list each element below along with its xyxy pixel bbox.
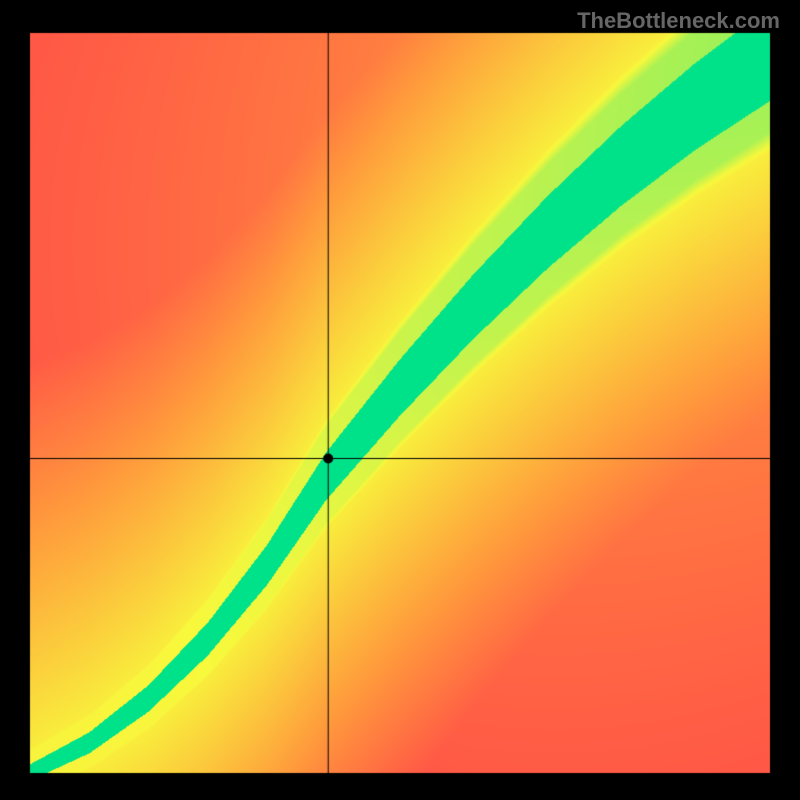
bottleneck-heatmap-canvas xyxy=(0,0,800,800)
watermark-text: TheBottleneck.com xyxy=(577,8,780,34)
chart-container: TheBottleneck.com xyxy=(0,0,800,800)
